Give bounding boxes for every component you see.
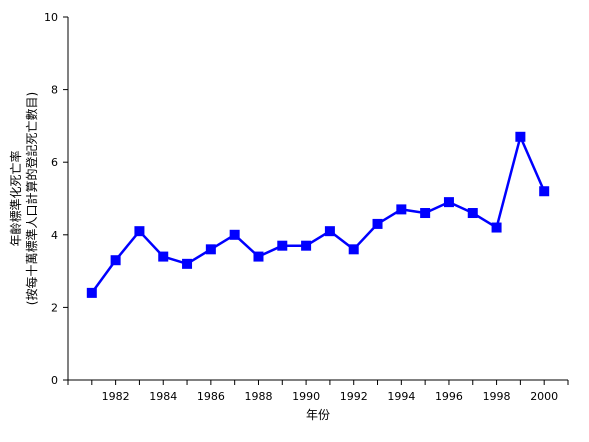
x-axis-title: 年份 [306,408,330,422]
data-point [86,287,97,298]
y-tick-label: 0 [51,374,58,387]
data-point [229,229,240,240]
data-point [277,240,288,251]
data-point [420,208,431,219]
y-tick-label: 10 [44,11,58,24]
data-point [253,251,264,262]
y-axis-ticks: 0 2 4 6 8 10 [44,11,68,387]
series [86,131,550,298]
data-point [443,197,454,208]
x-tick-label: 1982 [102,390,130,403]
y-tick-label: 4 [51,229,58,242]
data-point [491,222,502,233]
data-point [324,226,335,237]
x-tick-label: 1994 [387,390,415,403]
data-point [158,251,169,262]
x-tick-label: 1986 [197,390,225,403]
y-tick-label: 2 [51,301,58,314]
data-point [539,186,550,197]
y-tick-label: 8 [51,84,58,97]
data-point [110,255,121,266]
x-tick-label: 1990 [292,390,320,403]
x-tick-label: 1992 [340,390,368,403]
data-point [134,226,145,237]
y-tick-label: 6 [51,156,58,169]
data-point [467,208,478,219]
data-point [205,244,216,255]
x-tick-label: 2000 [530,390,558,403]
data-point [301,240,312,251]
data-point [396,204,407,215]
x-tick-label: 1988 [244,390,272,403]
data-point [372,218,383,229]
x-axis-ticks: 1982 1984 1986 1988 1990 1992 1994 1996 1998 2000 [67,380,569,403]
x-tick-label: 1996 [435,390,463,403]
data-point [515,131,526,142]
y-axis-title-line-2: (按每十萬標準人口計算的登記死亡數目) [24,92,39,305]
x-tick-label: 1984 [149,390,177,403]
data-point [182,258,193,269]
plot-area [67,17,568,381]
x-tick-label: 1998 [483,390,511,403]
y-axis-title: 年齡標準化死亡率 (按每十萬標準人口計算的登記死亡數目) [8,92,39,305]
data-point [348,244,359,255]
y-axis-title-line-1: 年齡標準化死亡率 [8,150,23,246]
